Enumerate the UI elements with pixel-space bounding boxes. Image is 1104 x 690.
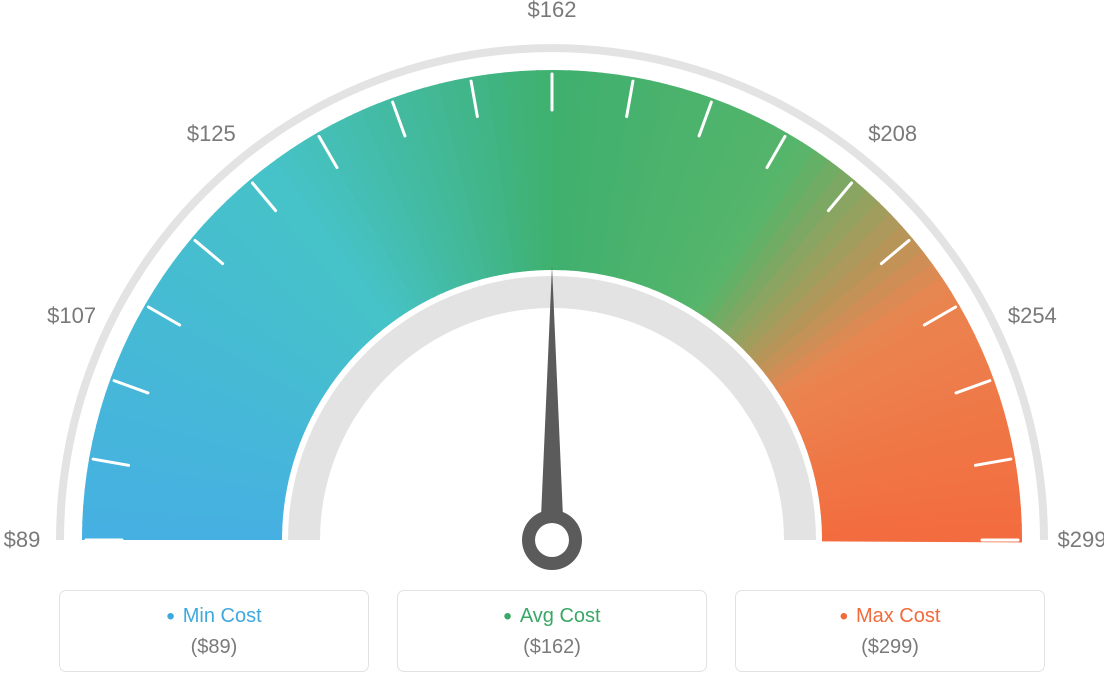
gauge-tick-label: $89: [4, 527, 41, 553]
gauge-tick-label: $208: [868, 121, 917, 147]
gauge-tick-label: $107: [47, 303, 96, 329]
gauge-tick-label: $254: [1008, 303, 1057, 329]
gauge-tick-label: $125: [187, 121, 236, 147]
legend-min-label: Min Cost: [60, 605, 368, 628]
legend-max-label: Max Cost: [736, 605, 1044, 628]
legend-max-value: ($299): [736, 636, 1044, 659]
legend-box-min: Min Cost ($89): [59, 590, 369, 672]
legend-row: Min Cost ($89) Avg Cost ($162) Max Cost …: [0, 590, 1104, 672]
gauge-chart-container: $89 $107 $125 $162 $208 $254 $299 Min Cost ($8…: [0, 0, 1104, 690]
legend-avg-label: Avg Cost: [398, 605, 706, 628]
gauge-svg: [42, 20, 1062, 580]
gauge: $89$107$125$162$208$254$299: [42, 20, 1062, 580]
gauge-tick-label: $162: [528, 0, 577, 23]
legend-box-max: Max Cost ($299): [735, 590, 1045, 672]
legend-min-value: ($89): [60, 636, 368, 659]
gauge-tick-label: $299: [1058, 527, 1104, 553]
legend-avg-value: ($162): [398, 636, 706, 659]
legend-box-avg: Avg Cost ($162): [397, 590, 707, 672]
